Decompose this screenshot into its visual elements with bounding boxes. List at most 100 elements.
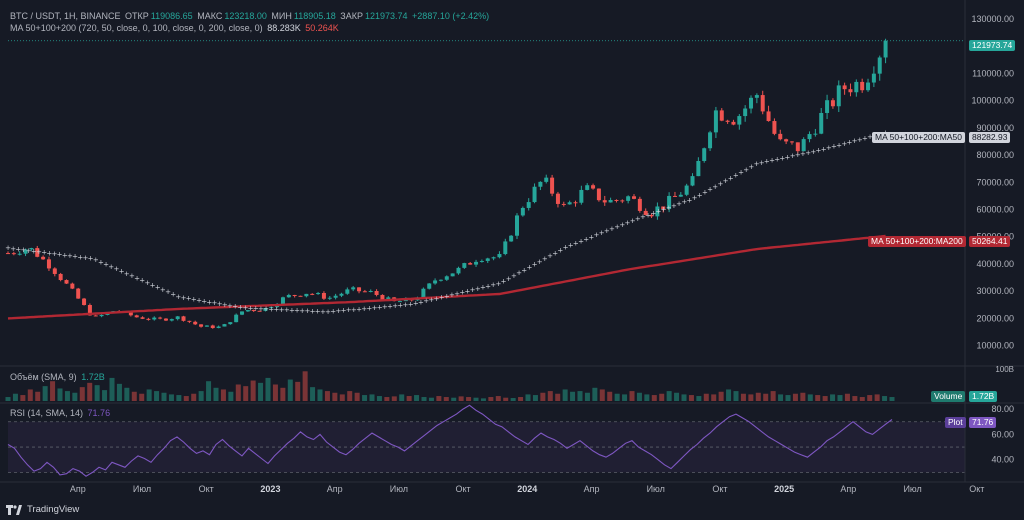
candle-body[interactable]: [280, 297, 285, 305]
candle-body[interactable]: [82, 298, 87, 305]
volume-bar[interactable]: [510, 398, 516, 401]
candle-body[interactable]: [263, 308, 268, 311]
candle-body[interactable]: [672, 195, 677, 197]
ma200-line[interactable]: [7, 234, 886, 320]
volume-pane[interactable]: [5, 371, 895, 401]
volume-bar[interactable]: [532, 395, 538, 401]
volume-bar[interactable]: [50, 381, 56, 401]
volume-bar[interactable]: [265, 377, 271, 401]
volume-bar[interactable]: [473, 397, 479, 401]
volume-bar[interactable]: [213, 387, 219, 401]
candle-body[interactable]: [620, 200, 625, 202]
candle-body[interactable]: [99, 314, 104, 317]
volume-bar[interactable]: [376, 396, 382, 401]
candle-body[interactable]: [579, 189, 584, 203]
candle-body[interactable]: [550, 177, 555, 194]
volume-bar[interactable]: [280, 387, 286, 401]
volume-bar[interactable]: [770, 391, 776, 401]
candle-body[interactable]: [181, 316, 186, 321]
candle-body[interactable]: [29, 248, 34, 250]
candle-body[interactable]: [450, 273, 455, 277]
candle-body[interactable]: [316, 293, 321, 295]
candle-body[interactable]: [456, 267, 461, 274]
candle-body[interactable]: [134, 315, 139, 318]
candle-body[interactable]: [743, 108, 748, 117]
candle-body[interactable]: [462, 263, 467, 268]
volume-bar[interactable]: [20, 395, 26, 401]
candle-body[interactable]: [17, 253, 22, 255]
volume-bar[interactable]: [555, 393, 561, 401]
volume-bar[interactable]: [867, 395, 873, 401]
candle-body[interactable]: [497, 254, 502, 258]
volume-bar[interactable]: [889, 397, 895, 401]
volume-bar[interactable]: [324, 391, 330, 401]
candle-body[interactable]: [146, 318, 151, 320]
volume-bar[interactable]: [131, 391, 137, 401]
volume-bar[interactable]: [785, 395, 791, 401]
candle-body[interactable]: [175, 316, 180, 320]
candle-body[interactable]: [421, 288, 426, 299]
volume-bar[interactable]: [830, 394, 836, 401]
candle-body[interactable]: [491, 257, 496, 259]
volume-bar[interactable]: [882, 396, 888, 401]
candle-body[interactable]: [251, 310, 256, 312]
candle-body[interactable]: [333, 295, 338, 298]
candle-body[interactable]: [245, 310, 250, 312]
volume-bar[interactable]: [525, 394, 531, 401]
volume-bar[interactable]: [778, 394, 784, 401]
candle-body[interactable]: [64, 280, 69, 284]
volume-bar[interactable]: [874, 394, 880, 401]
candle-body[interactable]: [485, 258, 490, 261]
candle-body[interactable]: [23, 249, 28, 254]
candle-body[interactable]: [766, 111, 771, 122]
candle-body[interactable]: [655, 206, 660, 217]
volume-bar[interactable]: [584, 392, 590, 401]
candle-body[interactable]: [789, 141, 794, 143]
volume-bar[interactable]: [287, 379, 293, 401]
candle-body[interactable]: [368, 291, 373, 293]
candle-body[interactable]: [526, 202, 531, 208]
candle-body[interactable]: [304, 293, 309, 297]
candle-body[interactable]: [479, 260, 484, 262]
volume-bar[interactable]: [72, 392, 78, 401]
candle-body[interactable]: [140, 317, 145, 319]
volume-bar[interactable]: [607, 391, 613, 401]
candle-body[interactable]: [608, 199, 613, 203]
volume-bar[interactable]: [726, 389, 732, 401]
candle-body[interactable]: [514, 215, 519, 236]
volume-bar[interactable]: [577, 391, 583, 401]
volume-bar[interactable]: [27, 389, 33, 401]
candle-body[interactable]: [836, 85, 841, 107]
candle-body[interactable]: [883, 40, 888, 58]
candle-body[interactable]: [561, 203, 566, 205]
candle-body[interactable]: [444, 276, 449, 280]
candle-body[interactable]: [702, 148, 707, 161]
candle-body[interactable]: [871, 73, 876, 83]
candle-body[interactable]: [708, 132, 713, 149]
candle-body[interactable]: [292, 294, 297, 296]
volume-bar[interactable]: [518, 397, 524, 401]
candle-body[interactable]: [310, 293, 315, 295]
volume-bar[interactable]: [859, 397, 865, 401]
volume-bar[interactable]: [480, 398, 486, 401]
candle-body[interactable]: [427, 283, 432, 289]
candle-body[interactable]: [591, 185, 596, 189]
candle-body[interactable]: [772, 121, 777, 134]
candle-body[interactable]: [503, 241, 508, 255]
candle-body[interactable]: [351, 287, 356, 290]
volume-bar[interactable]: [258, 382, 264, 401]
candle-body[interactable]: [169, 319, 174, 321]
candle-body[interactable]: [257, 310, 262, 312]
ma-title[interactable]: MA 50+100+200 (720, 50, close, 0, 100, c…: [10, 23, 263, 33]
candle-body[interactable]: [222, 324, 227, 327]
volume-bar[interactable]: [703, 393, 709, 401]
volume-legend[interactable]: Объём (SMA, 9) 1.72B: [10, 372, 107, 383]
volume-bar[interactable]: [250, 380, 256, 401]
candle-body[interactable]: [860, 81, 865, 91]
main-price-pane[interactable]: + + + + + + + + + + + + + + + + + + + + + + + + + + + + + + + + + + + + + + + +…: [5, 38, 965, 329]
candle-body[interactable]: [637, 198, 642, 211]
candle-body[interactable]: [269, 307, 274, 309]
volume-bar[interactable]: [302, 371, 308, 401]
candle-body[interactable]: [87, 304, 92, 316]
volume-bar[interactable]: [666, 391, 672, 401]
